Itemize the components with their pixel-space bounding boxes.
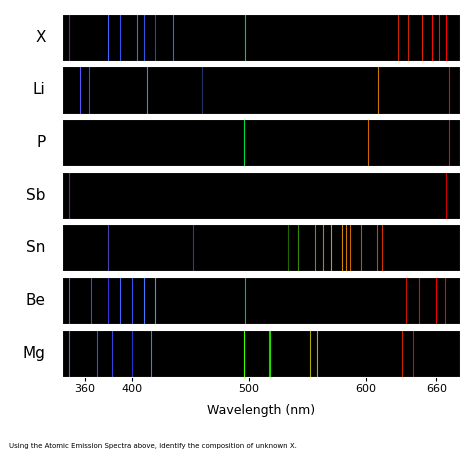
Text: Be: Be — [26, 293, 46, 308]
Text: Using the Atomic Emission Spectra above, identify the composition of unknown X.: Using the Atomic Emission Spectra above,… — [9, 444, 297, 449]
Text: P: P — [36, 135, 46, 150]
Text: Mg: Mg — [23, 345, 46, 361]
Text: X: X — [35, 30, 46, 45]
Text: Li: Li — [33, 82, 46, 98]
Text: Sn: Sn — [27, 240, 46, 256]
Text: Wavelength (nm): Wavelength (nm) — [207, 404, 315, 417]
Text: Sb: Sb — [26, 188, 46, 203]
